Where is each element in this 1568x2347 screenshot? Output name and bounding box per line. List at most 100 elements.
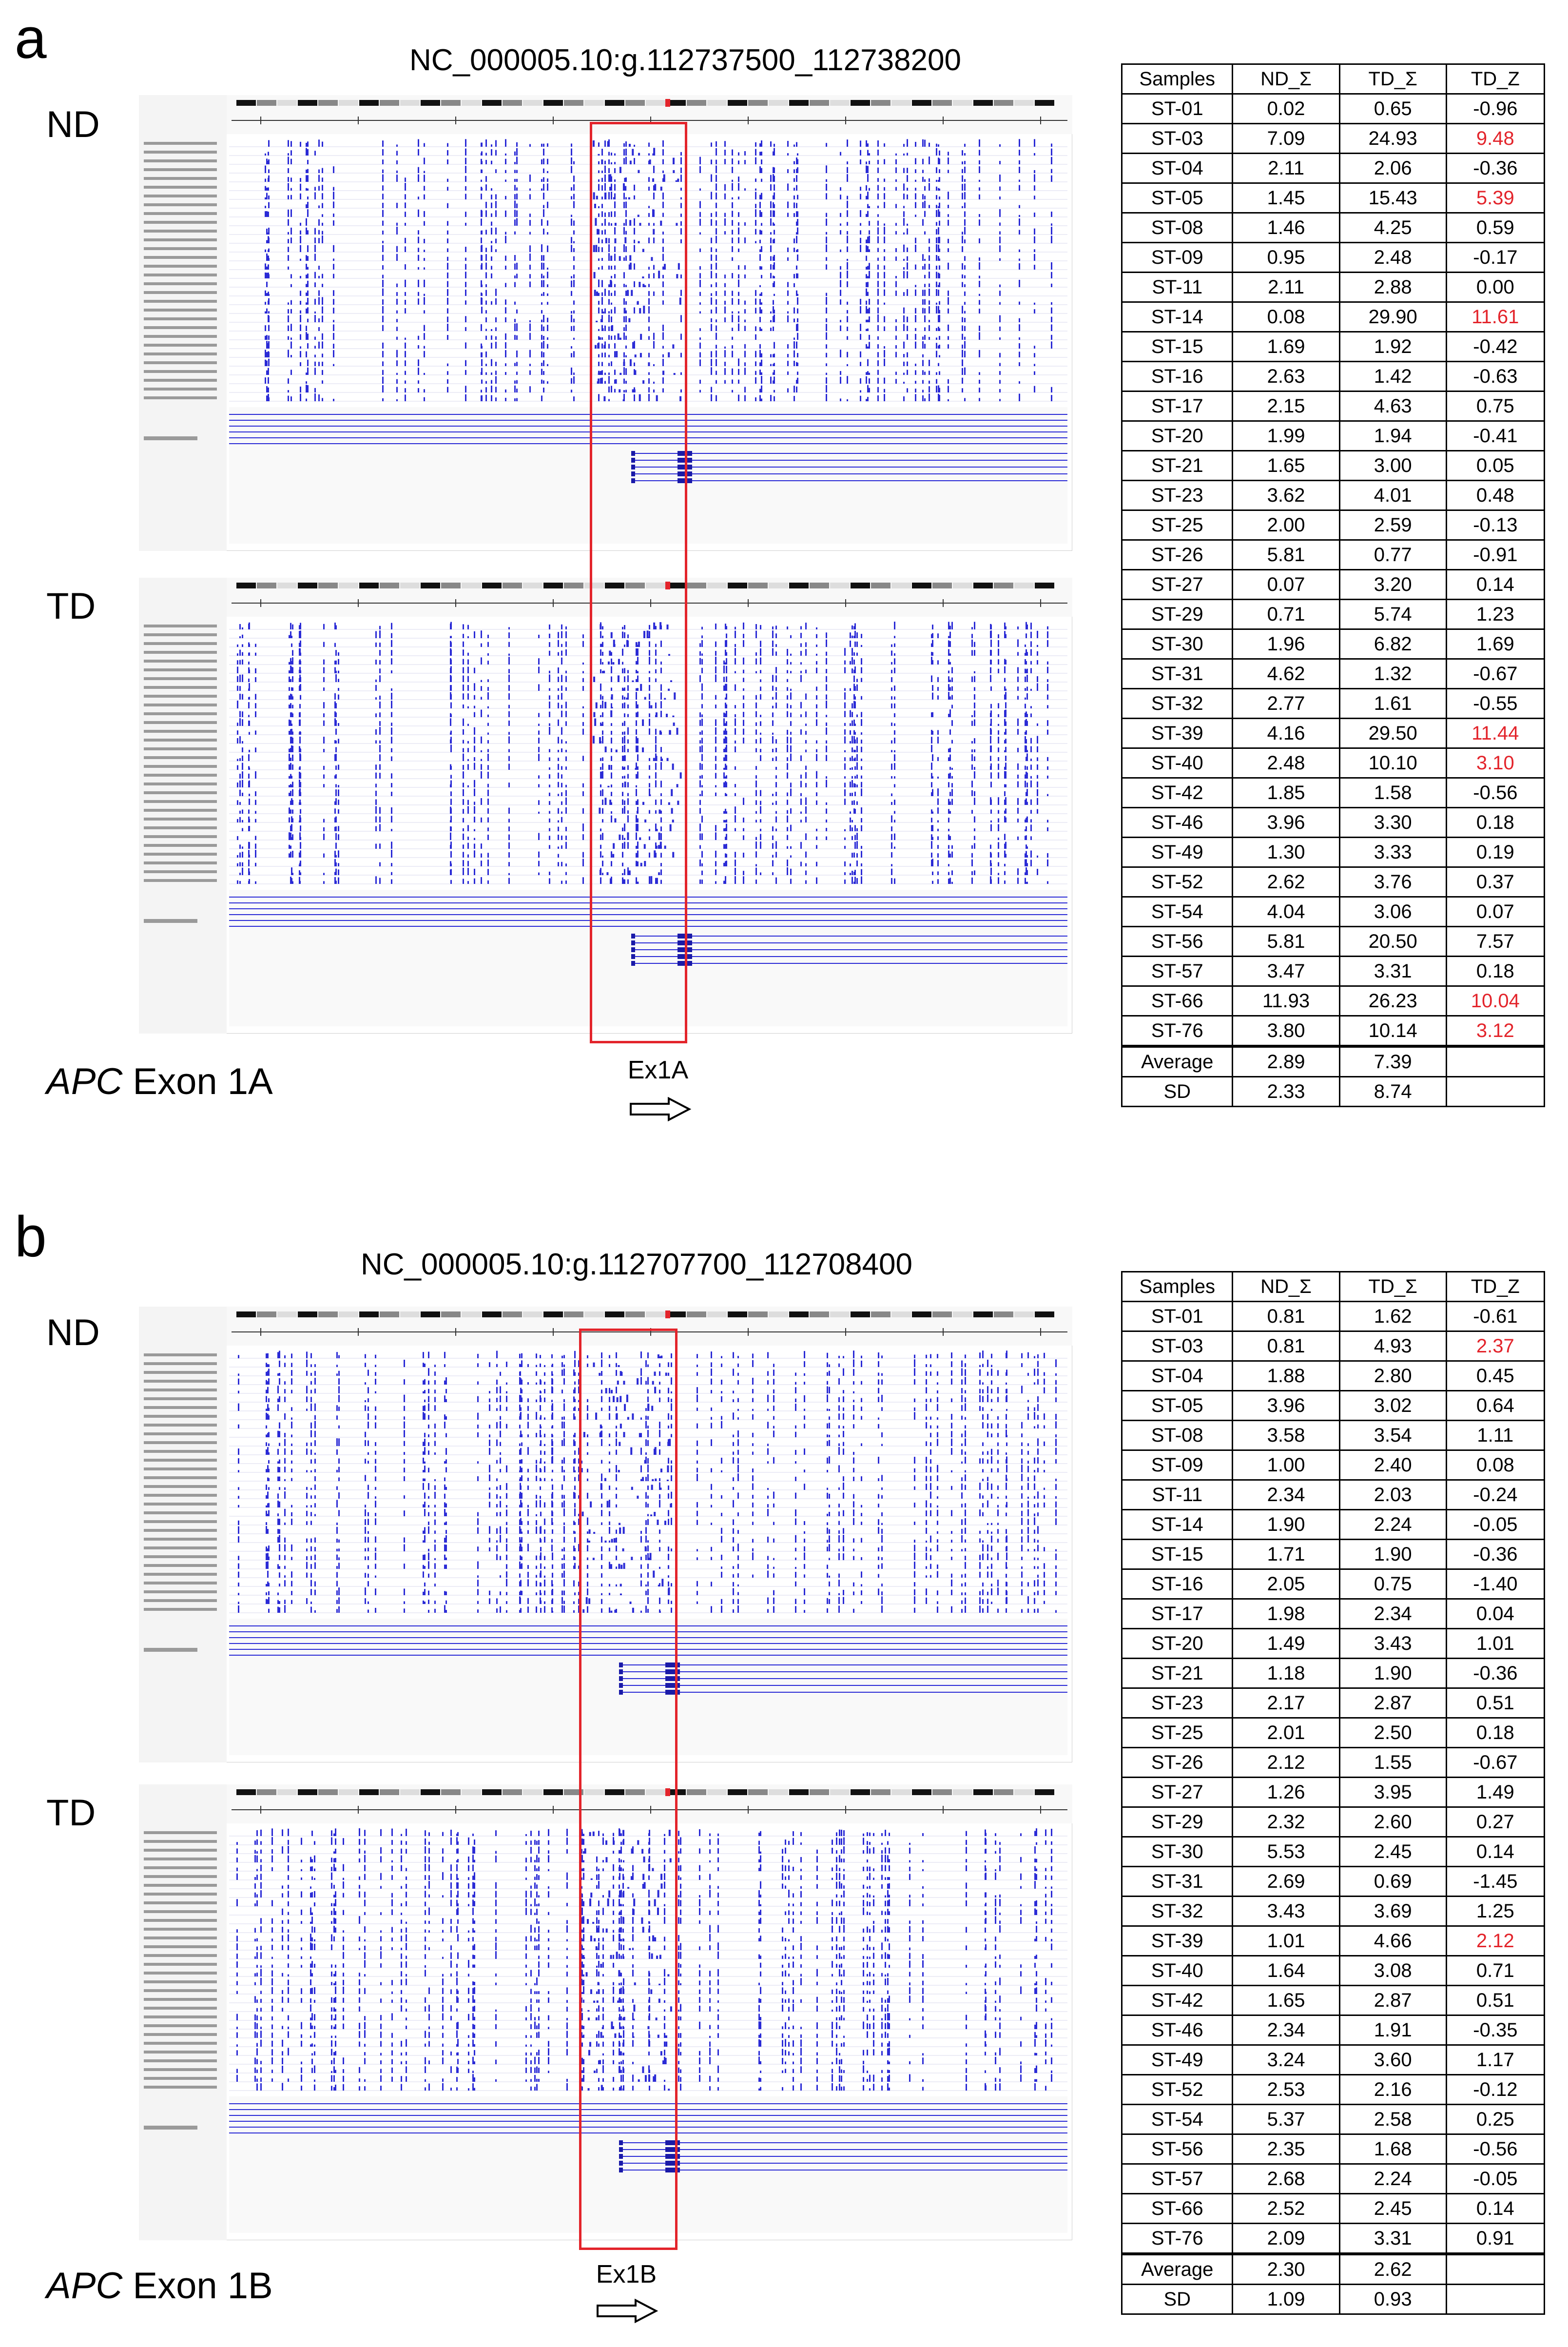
- coverage-bar: [603, 345, 606, 349]
- coverage-bar: [775, 667, 777, 673]
- coverage-bar: [866, 140, 867, 147]
- coverage-bar: [465, 342, 466, 349]
- coverage-bar: [759, 195, 761, 199]
- coverage-bar: [541, 244, 542, 252]
- coverage-bar: [481, 306, 483, 313]
- coverage-bar: [854, 623, 856, 629]
- coverage-bar: [930, 1354, 931, 1358]
- coverage-bar: [292, 873, 293, 875]
- coverage-bar: [655, 728, 657, 735]
- coverage-bar: [755, 658, 757, 665]
- coverage-bar: [1019, 230, 1020, 235]
- coverage-bar: [396, 175, 398, 182]
- coverage-bar: [800, 841, 802, 849]
- coverage-bar: [600, 771, 601, 779]
- coverage-bar: [614, 389, 616, 392]
- coverage-bar: [891, 826, 892, 831]
- coverage-bar: [998, 640, 999, 647]
- coverage-bar: [1004, 850, 1006, 858]
- coverage-bar: [869, 188, 870, 191]
- coverage-bar: [1019, 263, 1020, 270]
- coverage-bar: [608, 284, 610, 287]
- coverage-bar: [636, 688, 637, 691]
- coverage-bar: [826, 179, 827, 182]
- coverage-bar: [632, 342, 635, 349]
- coverage-bar: [611, 731, 612, 735]
- coverage-bar: [660, 862, 662, 866]
- coverage-bar: [826, 318, 827, 322]
- track-name-label: [144, 265, 217, 268]
- coverage-bar: [1004, 871, 1006, 875]
- coverage-bar: [915, 394, 916, 401]
- coverage-bar: [974, 719, 975, 726]
- coverage-bar: [529, 386, 531, 392]
- coverage-bar: [335, 674, 337, 682]
- coverage-bar: [796, 175, 797, 182]
- coverage-bar: [760, 648, 761, 656]
- coverage-bar: [939, 188, 940, 191]
- coverage-bar: [450, 784, 451, 787]
- coverage-bar: [601, 211, 603, 217]
- coverage-bar: [652, 178, 655, 182]
- coverage-bar: [306, 381, 307, 384]
- coverage-bar: [268, 250, 269, 252]
- coverage-bar: [611, 316, 612, 322]
- coverage-bar: [895, 187, 897, 191]
- coverage-bar: [318, 318, 320, 322]
- coverage-bar: [723, 665, 725, 673]
- coverage-bar: [701, 667, 703, 673]
- coverage-bar: [529, 332, 531, 340]
- coverage-bar: [948, 170, 949, 173]
- coverage-bar: [266, 266, 268, 270]
- coverage-bar: [878, 1361, 879, 1367]
- coverage-bar: [1034, 309, 1035, 313]
- track-name-label: [144, 1353, 217, 1356]
- coverage-bar: [891, 687, 892, 691]
- coverage-bar: [292, 667, 293, 673]
- coverage-bar: [948, 205, 949, 208]
- coverage-bar: [929, 320, 930, 322]
- coverage-bar: [775, 801, 777, 805]
- table-cell: 2.06: [1338, 153, 1447, 184]
- table-row: ST-39 4.16 29.50 11.44: [1121, 718, 1546, 749]
- coverage-bar: [866, 329, 867, 331]
- coverage-bar: [929, 183, 930, 191]
- coverage-bar: [854, 750, 856, 752]
- table-cell: 6.82: [1338, 628, 1447, 660]
- coverage-bar: [772, 630, 774, 638]
- coverage-bar: [404, 1359, 405, 1367]
- coverage-bar: [268, 255, 269, 261]
- coverage-bar: [565, 687, 567, 691]
- coverage-bar: [598, 329, 600, 331]
- coverage-bar: [884, 302, 885, 305]
- coverage-bar: [561, 748, 562, 752]
- coverage-bar: [598, 301, 600, 305]
- coverage-bar: [463, 771, 464, 779]
- coverage-bar: [840, 223, 841, 226]
- coverage-bar: [481, 709, 482, 717]
- coverage-bar: [487, 799, 489, 805]
- coverage-bar: [375, 790, 377, 796]
- coverage-bar: [396, 372, 398, 375]
- coverage-bar: [891, 852, 892, 858]
- coverage-bar: [405, 371, 406, 375]
- coverage-bar: [721, 1356, 722, 1358]
- coverage-bar: [884, 316, 885, 322]
- table-cell: ST-39: [1121, 718, 1234, 749]
- coverage-bar: [323, 667, 325, 673]
- ideogram-band: [318, 100, 338, 106]
- coverage-bar: [775, 811, 777, 814]
- coverage-bar: [474, 683, 475, 691]
- coverage-bar: [725, 820, 726, 822]
- coverage-bar: [744, 222, 746, 226]
- coverage-bar: [604, 160, 606, 164]
- coverage-bar: [239, 810, 241, 814]
- coverage-bar: [481, 169, 483, 173]
- panel-a-igv-nd-browser: [139, 95, 1072, 551]
- table-row: ST-05 1.45 15.43 5.39: [1121, 182, 1546, 214]
- coverage-bar: [543, 352, 544, 357]
- coverage-bar: [450, 744, 452, 752]
- coverage-bar: [775, 651, 777, 656]
- coverage-bar: [680, 167, 682, 173]
- coverage-bar: [844, 861, 846, 866]
